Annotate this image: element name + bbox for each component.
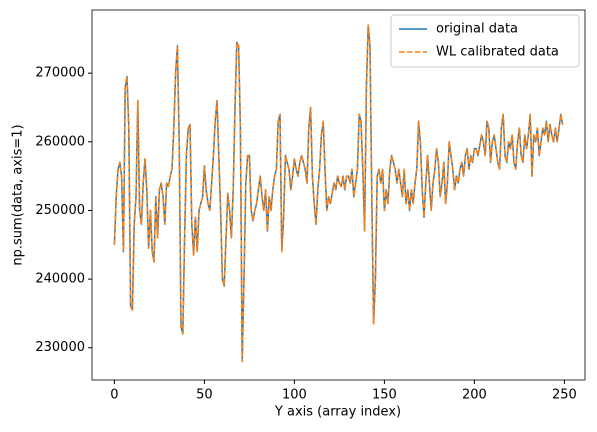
series-line	[113, 24, 564, 363]
y-tick-label: 250000	[35, 203, 85, 218]
x-tick-label: 200	[462, 388, 487, 403]
y-tick-label: 240000	[35, 272, 85, 287]
legend-label: original data	[436, 22, 518, 37]
legend-label: WL calibrated data	[436, 45, 559, 60]
x-tick-label: 50	[196, 388, 213, 403]
y-tick-label: 230000	[35, 340, 85, 355]
legend-box	[390, 14, 580, 68]
x-axis-label: Y axis (array index)	[274, 405, 401, 420]
y-tick-label: 260000	[35, 134, 85, 149]
x-tick-label: 100	[282, 388, 307, 403]
x-tick-label: 150	[372, 388, 397, 403]
plot-frame	[91, 9, 586, 381]
series-line	[113, 24, 564, 363]
x-tick-label: 250	[552, 388, 577, 403]
y-tick-label: 270000	[35, 66, 85, 81]
x-tick-label: 0	[110, 388, 118, 403]
y-axis-label: np.sum(data, axis=1)	[11, 124, 26, 265]
